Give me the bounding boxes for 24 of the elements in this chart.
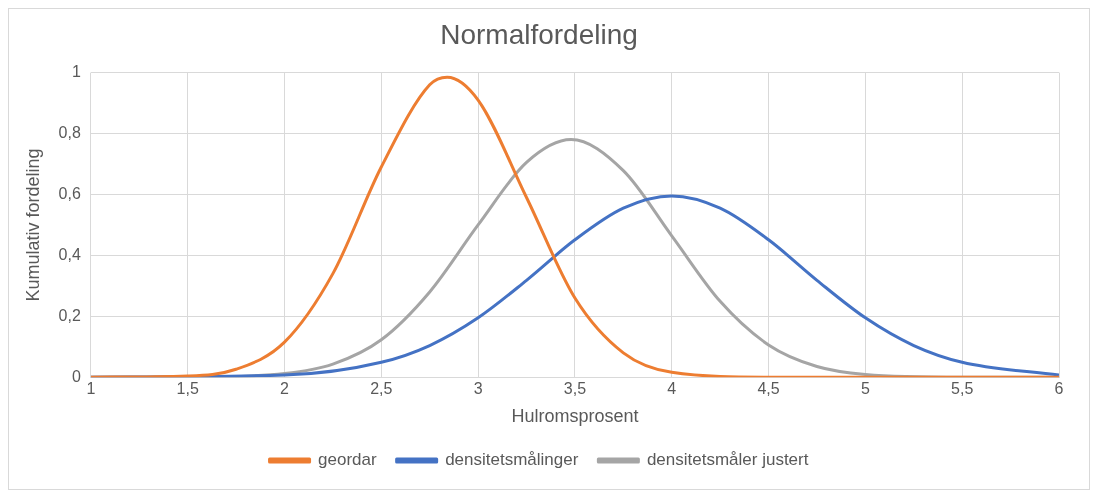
x-axis-title: Hulromsprosent xyxy=(511,406,639,427)
line-series xyxy=(90,75,1059,378)
legend-label: densitetsmålinger xyxy=(445,450,579,470)
x-tick-label: 4,5 xyxy=(757,380,780,398)
y-tick-label: 0,4 xyxy=(58,245,81,263)
legend-label: geordar xyxy=(318,450,377,470)
x-tick-label: 2,5 xyxy=(370,380,393,398)
y-tick-label: 0,2 xyxy=(58,306,81,324)
x-tick-label: 4 xyxy=(667,380,677,398)
chart-title: Normalfordeling xyxy=(440,18,638,50)
y-axis-title: Kumulativ fordeling xyxy=(22,148,43,302)
legend-label: densitetsmåler justert xyxy=(646,450,809,470)
x-tick-label: 1 xyxy=(86,380,96,398)
x-tick-label: 5,5 xyxy=(951,380,974,398)
x-tick-label: 3,5 xyxy=(563,380,587,398)
y-tick-label: 0,8 xyxy=(58,123,81,141)
y-tick-label: 0,6 xyxy=(58,184,81,202)
x-tick-label: 1,5 xyxy=(176,380,199,398)
y-tick-label: 1 xyxy=(71,63,81,81)
x-tick-label: 6 xyxy=(1054,380,1064,398)
y-tick-label: 0 xyxy=(71,367,81,385)
x-tick-label: 2 xyxy=(280,380,290,398)
x-tick-label: 5 xyxy=(860,380,870,398)
x-tick-label: 3 xyxy=(473,380,483,398)
